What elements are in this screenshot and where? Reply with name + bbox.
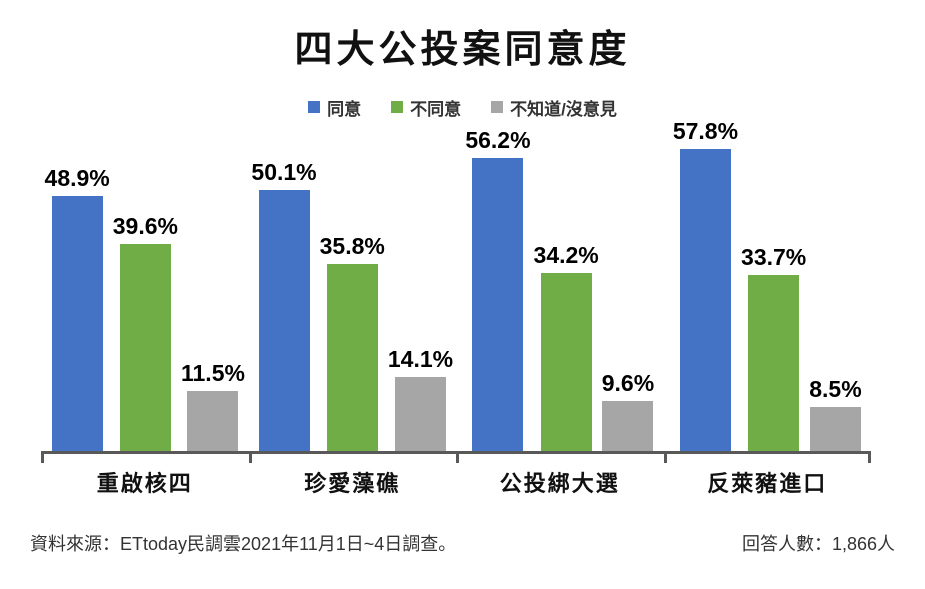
axis-ticks	[41, 454, 871, 463]
bar-series-3	[602, 401, 654, 451]
value-label: 34.2%	[533, 241, 599, 268]
bar-unit: 33.7%	[741, 243, 807, 451]
bar-series-2	[326, 264, 378, 451]
legend-swatch-icon	[391, 101, 404, 113]
bar-unit: 39.6%	[112, 212, 178, 451]
value-label: 8.5%	[809, 375, 862, 402]
respondents-note: 回答人數：1,866人	[741, 534, 895, 554]
category-label-1: 重啟核四	[96, 471, 193, 496]
bar-unit: 9.6%	[601, 369, 655, 451]
plot-area: 48.9% 39.6% 11.5% 50.1% 35.8% 14.1% 56.2% 34.2%…	[41, 118, 872, 454]
legend-label: 同意	[327, 99, 362, 119]
bar-group-4: 57.8% 33.7% 8.5%	[664, 118, 872, 451]
axis-tick	[663, 454, 667, 463]
category-label-3: 公投綁大選	[499, 471, 620, 496]
value-label: 33.7%	[741, 243, 807, 270]
bar-group-3: 56.2% 34.2% 9.6%	[456, 127, 664, 451]
bar-unit: 48.9%	[44, 164, 110, 451]
bar-unit: 57.8%	[672, 117, 739, 451]
axis-tick	[248, 454, 252, 463]
bar-series-2	[540, 273, 592, 451]
legend-label: 不知道/沒意見	[510, 99, 617, 119]
category-label-4: 反萊豬進口	[707, 471, 828, 496]
value-label: 9.6%	[601, 369, 655, 396]
footer: 資料來源：ETtoday民調雲2021年11月1日~4日調查。 回答人數：1,8…	[30, 530, 895, 556]
legend-label: 不同意	[410, 99, 462, 119]
bar-series-1	[51, 196, 103, 451]
legend-swatch-icon	[491, 101, 504, 113]
bar-chart: 48.9% 39.6% 11.5% 50.1% 35.8% 14.1% 56.2% 34.2%…	[41, 118, 872, 498]
axis-tick	[868, 454, 871, 463]
bar-unit: 50.1%	[251, 158, 317, 451]
bar-series-2	[748, 275, 800, 451]
legend-swatch-icon	[308, 101, 321, 113]
source-note: 資料來源：ETtoday民調雲2021年11月1日~4日調查。	[30, 534, 457, 554]
bar-unit: 11.5%	[180, 359, 245, 451]
value-label: 14.1%	[387, 345, 454, 372]
bar-unit: 14.1%	[387, 345, 454, 451]
bar-series-1	[679, 149, 731, 451]
bar-unit: 56.2%	[465, 126, 531, 451]
bar-group-2: 50.1% 35.8% 14.1%	[249, 141, 457, 451]
bar-series-3	[187, 391, 239, 451]
legend-item-3: 不知道/沒意見	[491, 95, 617, 120]
bar-unit: 8.5%	[809, 375, 862, 451]
value-label: 35.8%	[319, 232, 385, 259]
axis-tick	[456, 454, 459, 463]
bar-unit: 34.2%	[533, 241, 599, 451]
bar-unit: 35.8%	[319, 232, 385, 451]
legend: 同意 不同意 不知道/沒意見	[0, 95, 925, 120]
axis-tick	[41, 454, 44, 463]
bar-group-1: 48.9% 39.6% 11.5%	[41, 141, 249, 451]
bar-series-1	[472, 158, 524, 451]
bar-series-3	[394, 377, 446, 451]
legend-item-1: 同意	[308, 95, 361, 120]
category-label-2: 珍愛藻礁	[304, 471, 401, 496]
value-label: 50.1%	[251, 158, 317, 185]
chart-title: 四大公投案同意度	[294, 29, 631, 71]
legend-item-2: 不同意	[391, 95, 461, 120]
value-label: 56.2%	[465, 126, 531, 153]
value-label: 48.9%	[44, 164, 110, 191]
value-label: 57.8%	[672, 117, 739, 144]
bar-series-3	[809, 407, 861, 451]
bar-series-1	[258, 190, 310, 451]
value-label: 11.5%	[180, 359, 245, 386]
value-label: 39.6%	[112, 212, 178, 239]
category-axis: 重啟核四 珍愛藻礁 公投綁大選 反萊豬進口	[41, 466, 871, 498]
bar-series-2	[119, 244, 171, 451]
